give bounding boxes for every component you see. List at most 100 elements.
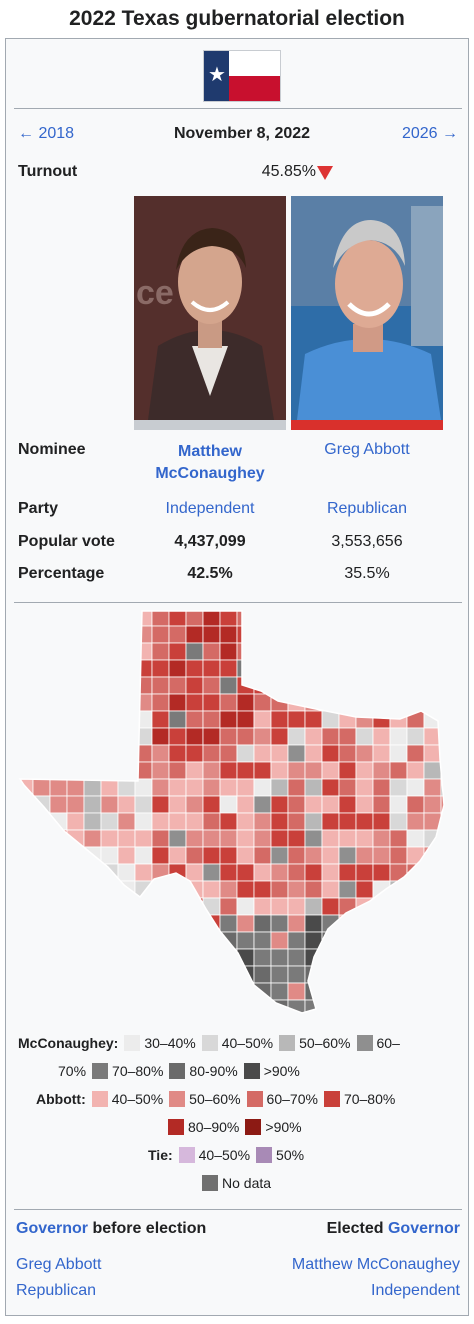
legend-item-label: >90% xyxy=(265,1119,302,1135)
legend-swatch xyxy=(169,1091,186,1107)
mcconaughey-photo[interactable]: ce xyxy=(134,196,286,420)
county-cell xyxy=(372,642,391,661)
county-cell xyxy=(440,642,444,661)
county-cell xyxy=(406,727,425,746)
abbott-color-bar xyxy=(291,420,443,430)
county-cell xyxy=(66,727,85,746)
county-cell xyxy=(202,744,221,763)
county-cell xyxy=(287,642,306,661)
county-cell xyxy=(236,693,255,712)
abbott-photo[interactable] xyxy=(291,196,443,420)
legend-item-label: 70–80% xyxy=(112,1063,164,1079)
county-cell xyxy=(32,999,51,1013)
county-cell xyxy=(101,1017,118,1019)
county-cell xyxy=(270,965,289,984)
county-cell xyxy=(151,829,170,848)
county-cell xyxy=(236,829,255,848)
county-cell xyxy=(168,795,187,814)
elected-governor-party[interactable]: Independent xyxy=(371,1282,460,1299)
county-cell xyxy=(84,1017,101,1019)
county-cell xyxy=(440,863,444,882)
county-cell xyxy=(49,931,68,950)
county-cell xyxy=(66,693,85,712)
county-cell xyxy=(355,727,374,746)
county-cell xyxy=(16,1017,33,1019)
county-cell xyxy=(219,982,238,1001)
county-cell xyxy=(253,931,272,950)
county-cell xyxy=(440,676,444,695)
candidate-name-mcconaughey[interactable]: Matthew McConaughey xyxy=(155,443,265,482)
county-cell xyxy=(253,611,272,627)
county-cell xyxy=(338,625,357,644)
county-cell xyxy=(151,931,170,950)
county-cell xyxy=(355,931,374,950)
governor-link[interactable]: Governor xyxy=(387,1220,460,1237)
county-cell xyxy=(355,693,374,712)
county-cell xyxy=(372,625,391,644)
county-cell xyxy=(406,999,425,1013)
prev-election-link[interactable]: ← 2018 xyxy=(18,125,75,142)
county-cell xyxy=(355,710,374,729)
county-cell xyxy=(287,778,306,797)
county-cell xyxy=(253,693,272,712)
county-cell xyxy=(423,642,442,661)
county-cell xyxy=(49,659,68,678)
governor-link[interactable]: Governor xyxy=(16,1220,89,1237)
county-cell xyxy=(32,897,51,916)
county-cell xyxy=(49,693,68,712)
county-cell xyxy=(67,1017,84,1019)
county-cell xyxy=(134,914,153,933)
county-cell xyxy=(100,931,119,950)
county-cell xyxy=(338,812,357,831)
county-cell xyxy=(185,931,204,950)
county-cell xyxy=(49,761,68,780)
before-governor-party[interactable]: Republican xyxy=(16,1282,97,1299)
county-cell xyxy=(202,659,221,678)
county-cell xyxy=(219,914,238,933)
county-cell xyxy=(151,676,170,695)
county-cell xyxy=(389,611,408,627)
county-cell xyxy=(287,812,306,831)
county-cell xyxy=(32,829,51,848)
county-cell xyxy=(270,642,289,661)
county-cell xyxy=(389,965,408,984)
county-results-map[interactable] xyxy=(16,609,456,1019)
county-cell xyxy=(372,880,391,899)
county-cell xyxy=(423,863,442,882)
legend-item-label: 70–80% xyxy=(343,1091,396,1107)
county-cell xyxy=(66,999,85,1013)
county-cell xyxy=(355,948,374,967)
county-cell xyxy=(406,611,425,627)
county-cell xyxy=(100,863,119,882)
elected-governor-name[interactable]: Matthew McConaughey xyxy=(291,1256,460,1273)
party-mcconaughey[interactable]: Independent xyxy=(165,500,255,517)
county-cell xyxy=(270,659,289,678)
county-cell xyxy=(321,880,340,899)
county-cell xyxy=(423,611,442,627)
county-cell xyxy=(440,727,444,746)
next-election-link[interactable]: 2026 → xyxy=(401,125,458,142)
county-cell xyxy=(423,914,442,933)
county-cell xyxy=(49,829,68,848)
county-cell xyxy=(321,829,340,848)
county-cell xyxy=(389,982,408,1001)
before-governor-name[interactable]: Greg Abbott xyxy=(16,1256,102,1273)
county-cell xyxy=(100,625,119,644)
county-cell xyxy=(304,659,323,678)
county-cell xyxy=(440,795,444,814)
county-cell xyxy=(304,778,323,797)
county-cell xyxy=(441,1017,456,1019)
county-cell xyxy=(66,795,85,814)
county-cell xyxy=(253,999,272,1013)
county-cell xyxy=(202,897,221,916)
texas-flag-image[interactable]: ★ xyxy=(203,50,281,102)
party-abbott[interactable]: Republican xyxy=(326,500,408,517)
candidate-name-abbott[interactable]: Greg Abbott xyxy=(324,441,410,458)
county-cell xyxy=(321,897,340,916)
legend-item-label: 60–70% xyxy=(266,1091,318,1107)
county-cell xyxy=(236,863,255,882)
county-cell xyxy=(253,659,272,678)
county-cell xyxy=(185,659,204,678)
county-cell xyxy=(372,914,391,933)
county-cell xyxy=(66,914,85,933)
